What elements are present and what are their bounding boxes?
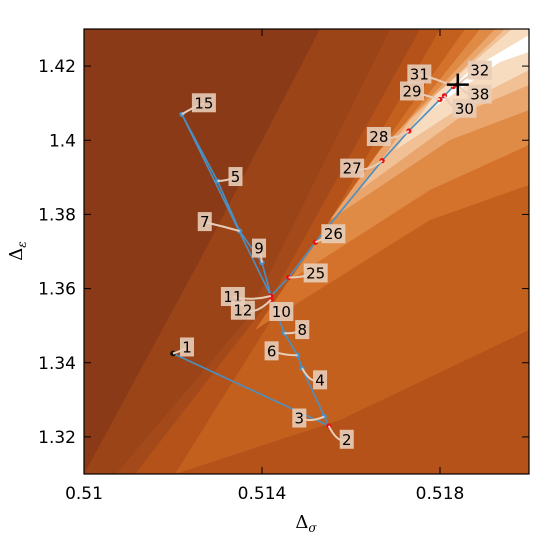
y-tick-label-5: 1.42 (38, 57, 76, 77)
point-label-6: 6 (267, 342, 277, 360)
label-box-9 (252, 238, 266, 258)
y-axis-title: Δε (6, 241, 29, 260)
label-box-27 (340, 158, 365, 178)
label-box-12 (230, 300, 255, 320)
y-tick-label-0: 1.32 (38, 428, 76, 448)
contour-background (84, 29, 529, 474)
point-label-12: 12 (233, 302, 252, 320)
point-label-2: 2 (342, 431, 352, 449)
label-box-4 (313, 370, 328, 390)
path-layer (172, 83, 459, 428)
point-label-30: 30 (455, 100, 474, 118)
point-label-3: 3 (295, 410, 305, 428)
point-label-26: 26 (324, 225, 343, 243)
points-layer (170, 82, 461, 429)
y-tick-label-4: 1.4 (49, 131, 76, 151)
label-box-31 (407, 64, 432, 84)
x-tick-label-0: 0.51 (65, 484, 103, 504)
label-box-15 (191, 93, 216, 113)
x-axis-title-sub: σ (308, 521, 317, 535)
point-label-31: 31 (410, 65, 429, 83)
contour-band-1 (84, 29, 390, 474)
point-label-29: 29 (402, 82, 421, 100)
label-box-5 (228, 167, 243, 187)
label-box-3 (292, 408, 307, 428)
label-box-6 (264, 341, 279, 361)
y-tick-label-2: 1.36 (38, 280, 76, 300)
point-label-32: 32 (470, 62, 489, 80)
marker-layer (446, 73, 469, 96)
point-label-15: 15 (194, 94, 213, 112)
search-path-line (172, 83, 459, 428)
point-label-25: 25 (306, 264, 325, 282)
label-box-29 (400, 81, 424, 101)
point-label-5: 5 (231, 168, 241, 186)
point-label-27: 27 (343, 160, 362, 178)
y-axis-title-main: Δ (6, 248, 27, 261)
point-label-10: 10 (272, 303, 291, 321)
optimum-marker (446, 73, 469, 96)
data-point-9 (259, 260, 265, 266)
point-label-38: 38 (470, 86, 489, 104)
label-box-28 (366, 126, 391, 146)
plot-frame (83, 28, 530, 475)
label-box-38 (467, 84, 492, 104)
label-box-26 (321, 224, 346, 244)
y-axis-title-sub: ε (15, 241, 29, 247)
label-box-32 (467, 60, 492, 80)
point-label-7: 7 (200, 213, 210, 231)
point-label-8: 8 (297, 321, 307, 339)
x-axis-title-main: Δ (295, 512, 308, 533)
label-box-25 (303, 263, 328, 283)
y-tick-label-3: 1.38 (38, 205, 76, 225)
label-box-1 (180, 337, 194, 357)
x-tick-label-2: 0.518 (416, 484, 465, 504)
point-label-9: 9 (254, 240, 264, 258)
point-label-4: 4 (315, 371, 325, 389)
point-label-1: 1 (182, 338, 192, 356)
label-box-7 (197, 212, 212, 232)
label-box-10 (269, 301, 294, 321)
label-box-2 (339, 429, 354, 449)
x-tick-label-1: 0.514 (238, 484, 287, 504)
ticks-layer: 0.51 0.514 0.518 1.32 1.34 1.36 1.38 1.4 1.42 (38, 29, 529, 504)
point-label-28: 28 (369, 128, 388, 146)
label-box-8 (295, 320, 310, 340)
y-tick-label-1: 1.34 (38, 354, 76, 374)
x-axis-title: Δσ (295, 512, 317, 535)
